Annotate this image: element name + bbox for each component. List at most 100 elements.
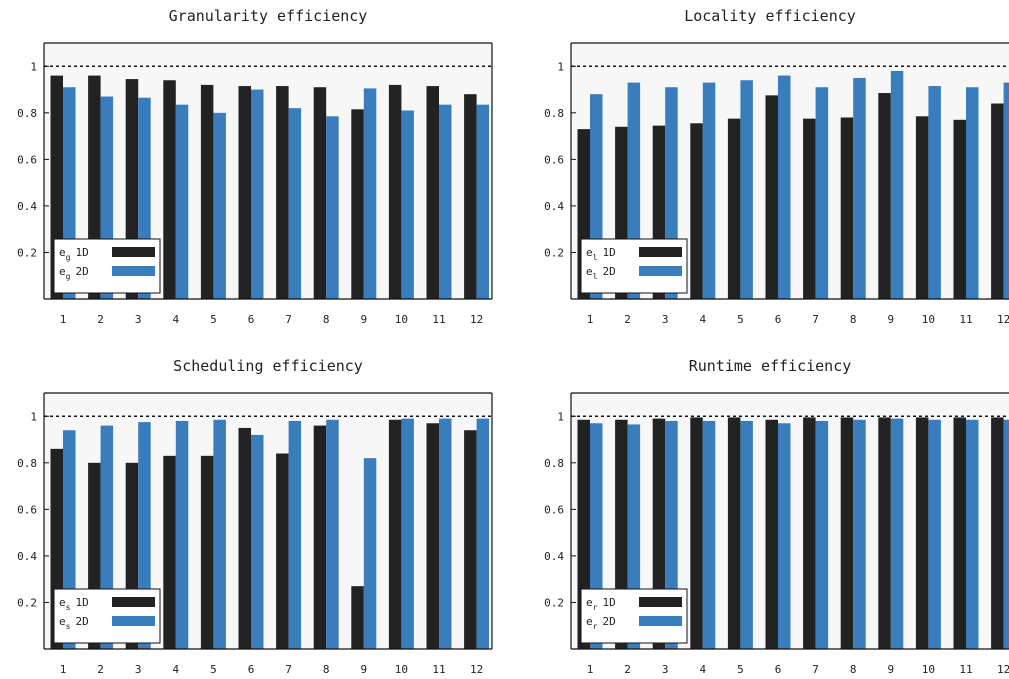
x-tick-label: 9 bbox=[360, 313, 367, 326]
x-tick-label: 4 bbox=[699, 663, 706, 676]
x-tick-label: 5 bbox=[210, 313, 217, 326]
x-tick-label: 2 bbox=[97, 313, 104, 326]
legend-swatch-e-g-1d bbox=[112, 247, 155, 257]
x-tick-label: 7 bbox=[285, 663, 292, 676]
legend-suffix: 1D bbox=[602, 596, 615, 609]
bar-e-r-2d-11 bbox=[966, 419, 979, 649]
legend-label-e-g-1d: eg 1D bbox=[59, 246, 89, 262]
bar-e-s-2d-12 bbox=[476, 418, 490, 649]
bar-e-s-1d-10 bbox=[388, 419, 402, 649]
bar-e-r-2d-9 bbox=[890, 418, 904, 649]
legend-suffix: 2D bbox=[75, 615, 88, 628]
legend-label-e-s-1d: es 1D bbox=[59, 596, 89, 612]
x-tick-label: 12 bbox=[470, 313, 483, 326]
x-tick-label: 9 bbox=[887, 663, 894, 676]
legend-suffix: 1D bbox=[75, 246, 88, 259]
bar-e-r-2d-8 bbox=[853, 419, 866, 649]
legend-base: e bbox=[59, 596, 66, 609]
x-tick-label: 6 bbox=[775, 663, 782, 676]
bar-e-l-1d-4 bbox=[690, 123, 703, 299]
x-tick-label: 11 bbox=[432, 313, 445, 326]
y-tick-label: 0.8 bbox=[17, 107, 37, 120]
bar-e-l-1d-12 bbox=[991, 103, 1004, 299]
x-tick-label: 2 bbox=[624, 313, 631, 326]
bar-e-r-2d-7 bbox=[815, 420, 829, 649]
bar-e-g-2d-7 bbox=[288, 108, 302, 299]
bar-e-l-2d-9 bbox=[890, 70, 904, 299]
bar-e-s-2d-6 bbox=[251, 434, 264, 649]
legend-subscript: l bbox=[593, 272, 598, 281]
bar-e-g-2d-8 bbox=[326, 116, 339, 300]
legend-label-e-l-2d: el 2D bbox=[586, 265, 616, 281]
bar-e-s-2d-9 bbox=[363, 458, 377, 649]
x-tick-label: 10 bbox=[395, 663, 408, 676]
chart-title: Locality efficiency bbox=[684, 7, 856, 25]
legend-suffix: 2D bbox=[75, 265, 88, 278]
bar-e-l-2d-5 bbox=[740, 80, 753, 300]
bar-e-s-1d-5 bbox=[200, 455, 214, 649]
x-tick-label: 9 bbox=[360, 663, 367, 676]
bar-e-s-1d-4 bbox=[163, 455, 176, 649]
bar-e-s-1d-8 bbox=[313, 425, 327, 649]
x-tick-label: 7 bbox=[812, 313, 819, 326]
legend-label-e-g-2d: eg 2D bbox=[59, 265, 89, 281]
bar-e-s-1d-11 bbox=[426, 423, 439, 649]
legend-label-e-r-2d: er 2D bbox=[586, 615, 616, 631]
bar-e-g-1d-8 bbox=[313, 87, 327, 299]
bar-e-g-2d-6 bbox=[251, 89, 264, 299]
y-tick-label: 1 bbox=[30, 410, 37, 423]
bar-e-s-2d-10 bbox=[401, 418, 414, 649]
x-tick-label: 1 bbox=[587, 663, 594, 676]
bar-e-r-2d-4 bbox=[702, 420, 716, 649]
y-tick-label: 0.8 bbox=[544, 107, 564, 120]
bar-e-l-1d-9 bbox=[878, 93, 891, 299]
legend-base: e bbox=[586, 246, 593, 259]
bar-e-l-2d-11 bbox=[966, 87, 979, 299]
x-tick-label: 12 bbox=[997, 313, 1009, 326]
bar-e-r-1d-6 bbox=[765, 419, 778, 649]
legend-swatch-e-l-1d bbox=[639, 247, 682, 257]
bar-e-l-2d-12 bbox=[1003, 82, 1009, 300]
x-tick-label: 3 bbox=[135, 663, 142, 676]
legend-subscript: g bbox=[66, 253, 71, 262]
y-tick-label: 0.4 bbox=[544, 550, 564, 563]
legend-subscript: s bbox=[66, 622, 71, 631]
bar-e-g-1d-7 bbox=[276, 86, 289, 300]
y-tick-label: 0.6 bbox=[544, 503, 564, 516]
legend-subscript: r bbox=[593, 622, 598, 631]
bar-e-g-2d-5 bbox=[213, 112, 226, 300]
y-tick-label: 1 bbox=[30, 60, 37, 73]
legend-swatch-e-g-2d bbox=[112, 266, 155, 276]
legend-swatch-e-r-1d bbox=[639, 597, 682, 607]
legend-subscript: s bbox=[66, 603, 71, 612]
x-tick-label: 5 bbox=[737, 313, 744, 326]
bar-e-l-2d-6 bbox=[778, 75, 791, 299]
y-tick-label: 0.6 bbox=[17, 153, 37, 166]
y-tick-label: 0.4 bbox=[544, 200, 564, 213]
y-tick-label: 0.2 bbox=[544, 596, 564, 609]
x-tick-label: 11 bbox=[959, 663, 972, 676]
bar-e-s-1d-12 bbox=[464, 430, 477, 649]
x-tick-label: 3 bbox=[662, 663, 669, 676]
x-tick-label: 9 bbox=[887, 313, 894, 326]
bar-e-r-1d-10 bbox=[915, 417, 929, 649]
bar-e-l-2d-7 bbox=[815, 87, 829, 299]
bar-e-l-2d-8 bbox=[853, 77, 866, 299]
bar-e-s-1d-6 bbox=[238, 427, 251, 649]
x-tick-label: 7 bbox=[285, 313, 292, 326]
bar-e-r-2d-10 bbox=[928, 419, 941, 649]
legend-suffix: 2D bbox=[602, 615, 615, 628]
bar-e-g-1d-5 bbox=[200, 84, 214, 300]
chart-title: Runtime efficiency bbox=[689, 357, 852, 375]
bar-e-r-2d-6 bbox=[778, 423, 791, 649]
bar-e-r-1d-8 bbox=[840, 417, 854, 649]
bar-e-g-2d-12 bbox=[476, 104, 490, 299]
legend-base: e bbox=[586, 596, 593, 609]
x-tick-label: 10 bbox=[922, 313, 935, 326]
x-tick-label: 5 bbox=[210, 663, 217, 676]
y-tick-label: 0.4 bbox=[17, 550, 37, 563]
bar-e-s-2d-5 bbox=[213, 419, 226, 649]
